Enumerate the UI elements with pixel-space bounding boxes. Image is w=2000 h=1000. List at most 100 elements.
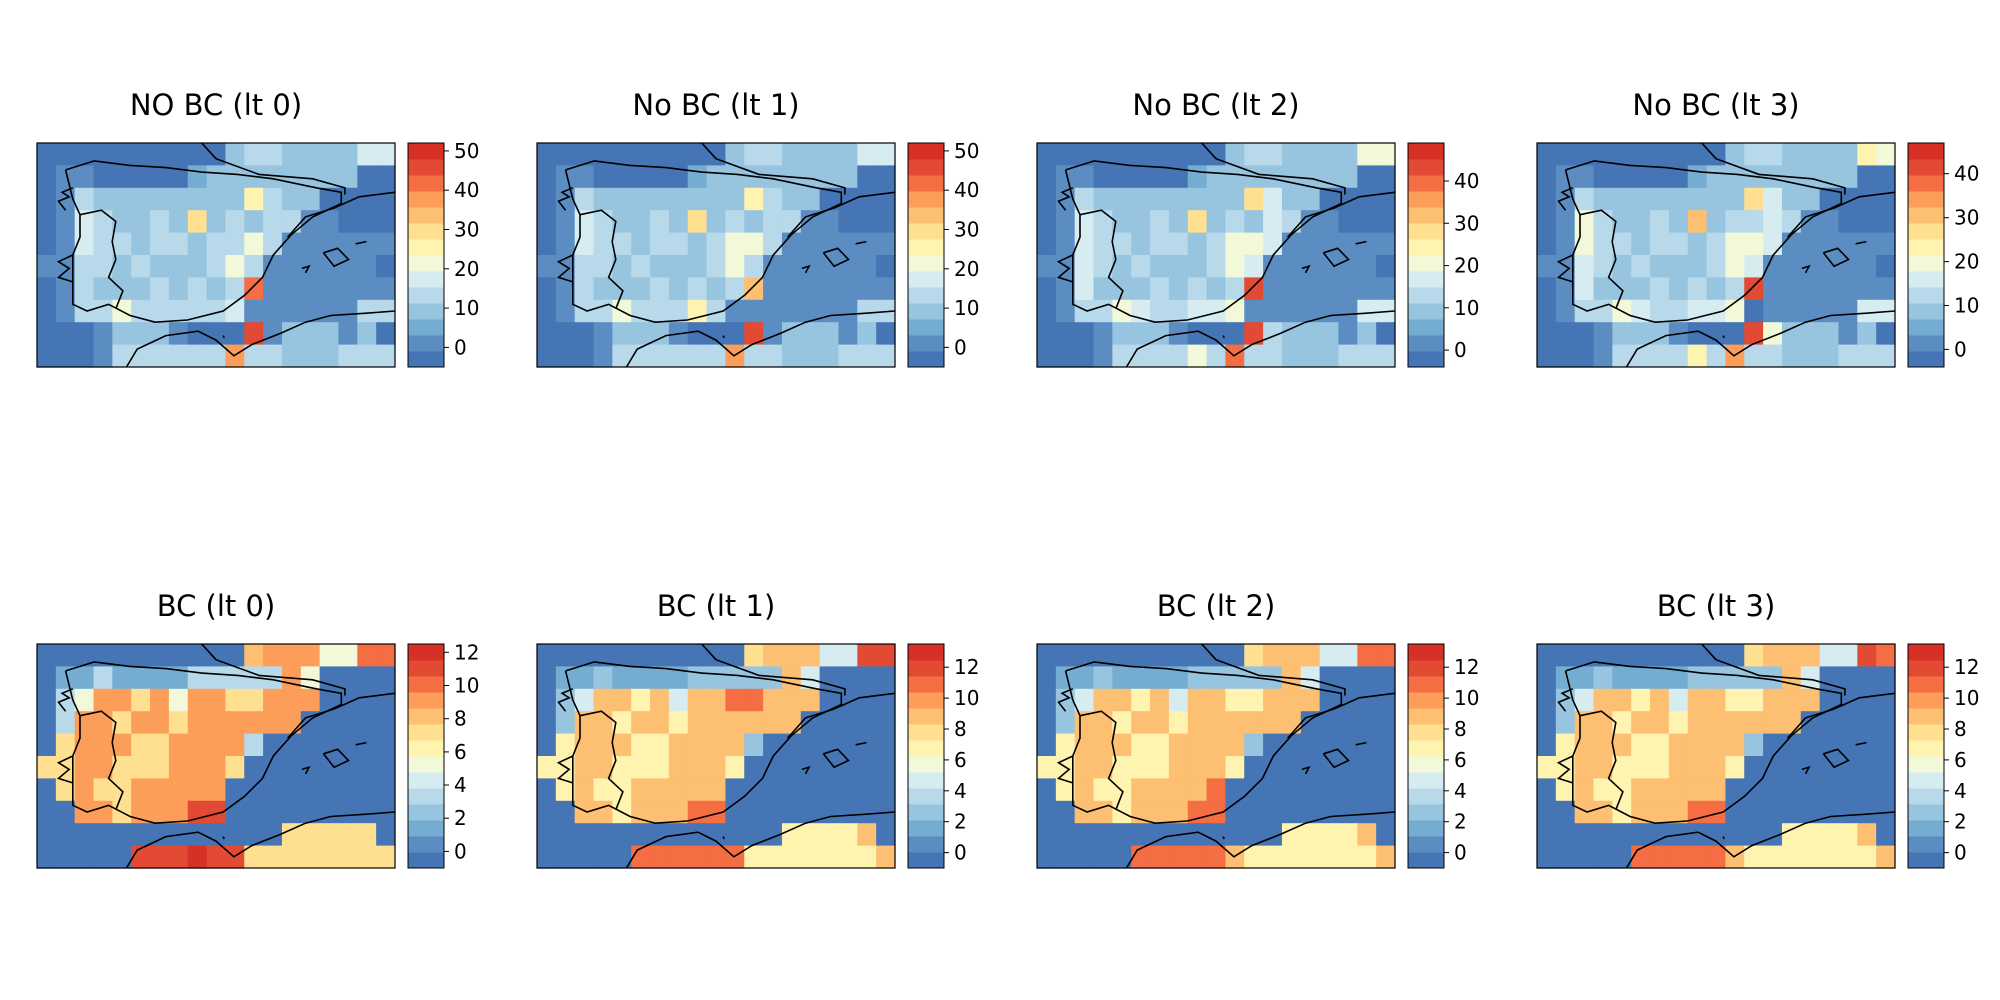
heatmap-cell [1574, 688, 1595, 712]
heatmap-cell [1037, 143, 1057, 166]
heatmap-cell [1593, 845, 1613, 869]
heatmap-cell [1357, 800, 1377, 824]
heatmap-cell [593, 733, 613, 757]
heatmap-cell [281, 299, 302, 323]
heatmap-cell [131, 255, 151, 278]
heatmap-cell [150, 299, 170, 323]
heatmap-cell [1537, 232, 1557, 256]
heatmap-cell [1338, 778, 1358, 802]
heatmap-cell [1725, 143, 1745, 166]
heatmap-cell [93, 688, 113, 712]
heatmap-cell [800, 143, 821, 166]
heatmap-cell [244, 845, 264, 869]
coastline-path [1855, 240, 1867, 245]
heatmap-cell [1876, 711, 1896, 735]
heatmap-cell [37, 778, 57, 802]
heatmap-cell [1706, 644, 1727, 667]
heatmap-cell [668, 800, 689, 824]
heatmap-cell [876, 143, 896, 166]
colorbar-tick-label: 10 [954, 686, 979, 710]
colorbar-segment [1408, 836, 1444, 853]
colorbar-segment [1408, 223, 1444, 240]
heatmap-cell [37, 299, 57, 323]
heatmap-cell [574, 299, 595, 323]
heatmap-cell [574, 644, 595, 667]
heatmap-cell [1763, 165, 1783, 189]
heatmap-cell [1150, 277, 1170, 301]
colorbar-segment [1408, 351, 1444, 368]
heatmap-cell [1725, 845, 1745, 869]
heatmap-cell [93, 756, 113, 779]
heatmap-cell [1763, 733, 1783, 757]
heatmap-cell [1725, 299, 1745, 323]
heatmap-cell [857, 756, 877, 779]
heatmap-cell [1612, 688, 1632, 712]
heatmap-cell [187, 756, 208, 779]
heatmap-cell [1263, 733, 1283, 757]
heatmap-cell [1055, 143, 1076, 166]
heatmap-cell [1319, 344, 1340, 368]
colorbar-tick-label: 2 [1954, 810, 1967, 834]
colorbar-segment [1908, 255, 1944, 272]
heatmap-cell [74, 277, 95, 301]
map-frame [36, 142, 396, 368]
heatmap-cell [725, 778, 745, 802]
heatmap-cell [1857, 187, 1877, 211]
heatmap-cell [763, 299, 783, 323]
heatmap-cell [1781, 344, 1802, 368]
heatmap-cell [1650, 711, 1670, 735]
heatmap-cell [1574, 187, 1595, 211]
heatmap-cell [1857, 845, 1877, 869]
heatmap-cell [838, 255, 858, 278]
heatmap-cell [1055, 210, 1076, 234]
heatmap-cell [112, 688, 132, 712]
heatmap-cell [1781, 255, 1802, 278]
heatmap-cell [593, 644, 613, 667]
heatmap-cell [1800, 666, 1821, 690]
heatmap-cell [1537, 322, 1557, 346]
coastline-path [1056, 755, 1074, 784]
heatmap-cell [1631, 823, 1651, 847]
heatmap-cell [857, 187, 877, 211]
coastline-path [1722, 335, 1725, 339]
heatmap-cell [1055, 711, 1076, 735]
heatmap-cell [1244, 800, 1264, 824]
heatmap-cell [1763, 756, 1783, 779]
heatmap-cell [555, 210, 576, 234]
heatmap-cell [1537, 299, 1557, 323]
colorbar-frame [1407, 142, 1445, 368]
heatmap-cell [357, 756, 377, 779]
heatmap-cell [319, 733, 340, 757]
heatmap-cell [763, 165, 783, 189]
heatmap-cell [1037, 232, 1057, 256]
colorbar-segment [408, 319, 444, 336]
heatmap-cell [781, 187, 802, 211]
heatmap-cell [838, 711, 858, 735]
heatmap-cell [1668, 800, 1689, 824]
heatmap-cell [319, 255, 340, 278]
heatmap-cell [112, 255, 132, 278]
heatmap-cell [1838, 232, 1858, 256]
heatmap-cell [687, 143, 708, 166]
heatmap-cell [131, 688, 151, 712]
heatmap-cell [1744, 733, 1764, 757]
heatmap-cell [1168, 299, 1189, 323]
heatmap-cell [263, 299, 283, 323]
heatmap-cell [1187, 143, 1208, 166]
heatmap-cell [1187, 232, 1208, 256]
heatmap-cell [37, 756, 57, 779]
heatmap-cell [1300, 823, 1321, 847]
heatmap-cell [725, 666, 745, 690]
heatmap-cell [300, 187, 321, 211]
heatmap-cell [1338, 666, 1358, 690]
heatmap-cell [74, 165, 95, 189]
heatmap-cell [706, 711, 727, 735]
heatmap-cell [1537, 187, 1557, 211]
heatmap-cell [593, 688, 613, 712]
coastline [1556, 143, 1895, 367]
heatmap-cell [168, 778, 189, 802]
heatmap-cell [357, 165, 377, 189]
heatmap-cell [1819, 688, 1840, 712]
